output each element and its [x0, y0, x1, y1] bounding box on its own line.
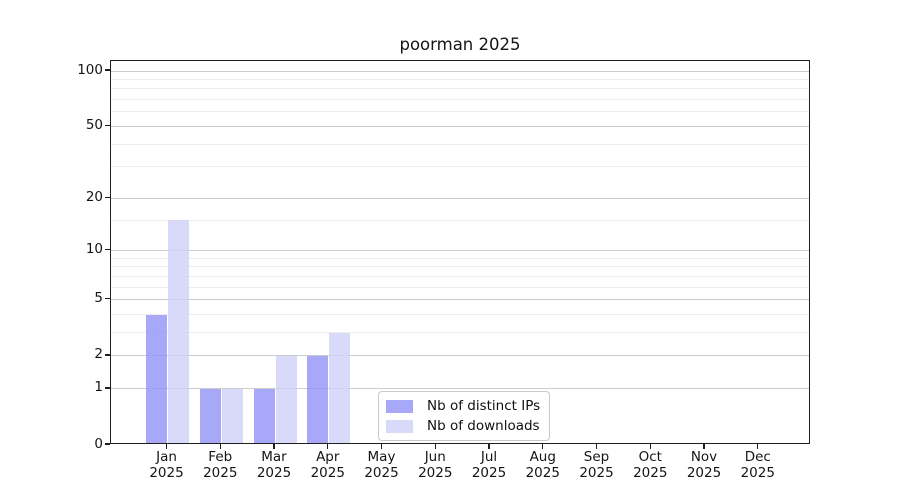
x-tick: [542, 444, 544, 449]
x-tick-label: Oct 2025: [633, 449, 668, 481]
bar-distinct-ips: [307, 355, 329, 443]
x-tick: [595, 444, 598, 449]
y-tick: [105, 248, 110, 251]
bar-distinct-ips: [199, 388, 221, 443]
gridline-minor: [111, 286, 809, 288]
x-tick: [327, 444, 329, 449]
gridline-major: [111, 125, 809, 127]
legend: Nb of distinct IPs Nb of downloads: [378, 391, 551, 441]
bar-downloads: [221, 388, 243, 443]
bar-downloads: [168, 220, 189, 443]
x-tick: [380, 444, 383, 449]
gridline-minor: [111, 111, 809, 113]
x-tick-label: Jan 2025: [149, 449, 184, 481]
x-tick: [649, 444, 651, 449]
gridline-minor: [111, 166, 809, 168]
x-tick: [703, 444, 705, 449]
x-tick-label: Apr 2025: [310, 449, 345, 481]
gridline-minor: [111, 257, 809, 259]
x-tick-label: Aug 2025: [525, 449, 560, 481]
x-tick-label: Nov 2025: [686, 449, 722, 481]
gridline-major: [111, 197, 809, 199]
bar-distinct-ips: [146, 314, 167, 443]
x-tick: [488, 444, 490, 449]
x-tick-label: May 2025: [364, 449, 399, 481]
legend-label-downloads: Nb of downloads: [427, 418, 540, 434]
x-tick: [219, 444, 221, 449]
y-tick-label: 2: [94, 346, 103, 363]
gridline-minor: [111, 78, 809, 80]
legend-label-distinct-ips: Nb of distinct IPs: [427, 398, 541, 414]
x-tick: [165, 444, 168, 449]
gridline-major: [111, 250, 809, 252]
y-tick: [105, 354, 110, 356]
gridline-minor: [111, 314, 809, 316]
x-tick-label: Jul 2025: [471, 449, 507, 481]
x-tick: [434, 444, 436, 449]
y-tick-label: 100: [77, 61, 103, 78]
gridline-minor: [111, 219, 809, 221]
y-tick-label: 5: [94, 290, 103, 307]
bar-downloads: [329, 332, 351, 443]
gridline-minor: [111, 99, 809, 101]
y-tick: [105, 196, 110, 198]
legend-swatch-downloads: [386, 419, 413, 433]
legend-entry-distinct-ips: Nb of distinct IPs: [386, 398, 540, 414]
x-tick: [757, 444, 759, 449]
x-tick-label: Sep 2025: [579, 449, 614, 481]
gridline-major: [111, 70, 809, 72]
y-tick-label: 1: [94, 379, 103, 396]
gridline-minor: [111, 88, 809, 90]
y-tick-label: 50: [85, 116, 103, 133]
y-tick-label: 0: [94, 435, 103, 452]
plot-area: [110, 60, 810, 444]
x-tick-label: Feb 2025: [203, 449, 238, 481]
gridline-minor: [111, 266, 809, 268]
x-tick-label: Dec 2025: [740, 449, 775, 481]
x-tick: [273, 444, 275, 449]
bar-downloads: [275, 355, 297, 443]
gridline-major: [111, 355, 809, 357]
y-tick: [105, 443, 110, 445]
gridline-minor: [111, 143, 809, 145]
legend-entry-downloads: Nb of downloads: [386, 418, 540, 434]
y-tick: [105, 298, 110, 300]
y-tick: [105, 387, 110, 389]
y-tick: [105, 69, 110, 71]
y-tick: [105, 124, 110, 127]
x-tick-label: Jun 2025: [418, 449, 453, 481]
gridline-major: [111, 388, 809, 390]
gridline-minor: [111, 332, 809, 334]
chart-title: poorman 2025: [399, 35, 521, 54]
bar-distinct-ips: [253, 388, 275, 443]
legend-swatch-distinct-ips: [386, 399, 413, 413]
gridline-minor: [111, 275, 809, 277]
gridline-major: [111, 299, 809, 301]
x-tick-label: Mar 2025: [256, 449, 292, 481]
y-tick-label: 10: [85, 241, 103, 258]
y-tick-label: 20: [85, 188, 103, 205]
